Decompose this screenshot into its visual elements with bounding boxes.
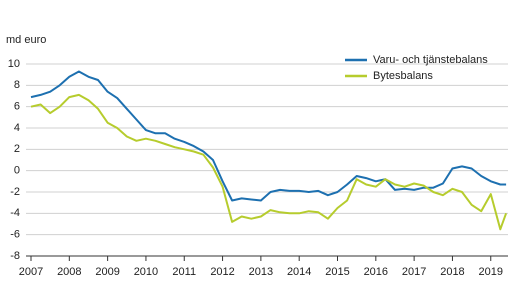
x-tick-label: 2011 [172, 266, 196, 278]
x-tick-label: 2019 [479, 266, 503, 278]
x-tick-label: 2008 [57, 266, 81, 278]
x-tick-label: 2018 [440, 266, 464, 278]
legend-label: Bytesbalans [373, 70, 433, 82]
y-tick-label: -6 [10, 229, 20, 241]
x-tick-label: 2010 [134, 266, 158, 278]
y-tick-label: 10 [8, 58, 20, 70]
y-tick-label: 2 [14, 143, 20, 155]
x-tick-label: 2007 [19, 266, 43, 278]
y-tick-label: -4 [10, 207, 20, 219]
y-tick-label: 6 [14, 101, 20, 113]
y-tick-label: 0 [14, 165, 20, 177]
y-axis-label: md euro [6, 34, 46, 46]
y-tick-label: -2 [10, 186, 20, 198]
data-line [30, 93, 508, 231]
y-tick-label: 4 [14, 122, 20, 134]
x-tick-label: 2016 [364, 266, 388, 278]
data-line [30, 70, 507, 202]
x-tick-label: 2013 [249, 266, 273, 278]
x-tick-label: 2017 [402, 266, 426, 278]
x-tick-label: 2015 [325, 266, 349, 278]
y-tick-label: -8 [10, 250, 20, 262]
y-tick-label: 8 [14, 79, 20, 91]
x-tick-label: 2009 [95, 266, 119, 278]
x-tick-label: 2014 [287, 266, 311, 278]
x-tick-label: 2012 [210, 266, 234, 278]
legend-label: Varu- och tjänstebalans [373, 54, 488, 66]
